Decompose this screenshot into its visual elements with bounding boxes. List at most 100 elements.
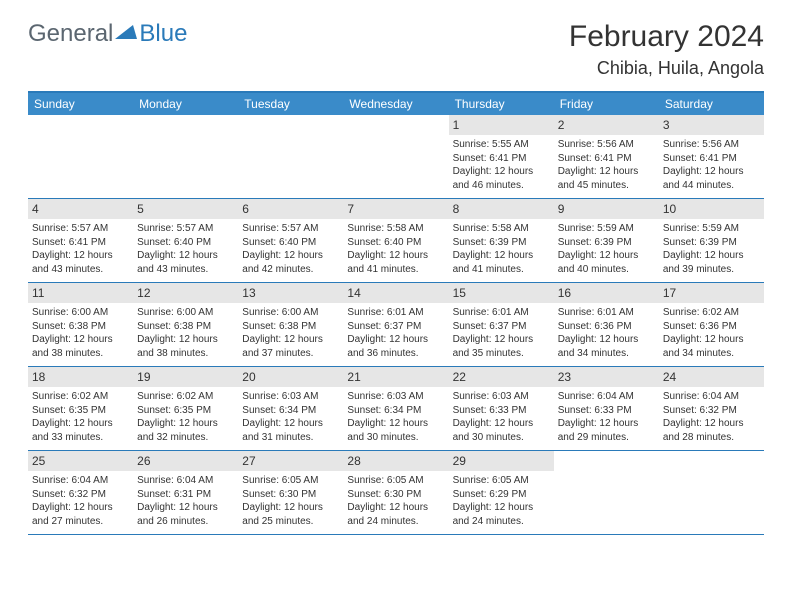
day-number: 1 (449, 115, 554, 135)
sunrise-text: Sunrise: 6:02 AM (32, 390, 129, 404)
daylight1-text: Daylight: 12 hours (242, 417, 339, 431)
day-cell (554, 451, 659, 534)
sunrise-text: Sunrise: 6:00 AM (32, 306, 129, 320)
day-number: 10 (659, 199, 764, 219)
sunrise-text: Sunrise: 6:05 AM (347, 474, 444, 488)
day-cell: 18Sunrise: 6:02 AMSunset: 6:35 PMDayligh… (28, 367, 133, 450)
day-cell (238, 115, 343, 198)
week-row: 25Sunrise: 6:04 AMSunset: 6:32 PMDayligh… (28, 451, 764, 535)
daylight2-text: and 34 minutes. (663, 347, 760, 361)
day-cell: 21Sunrise: 6:03 AMSunset: 6:34 PMDayligh… (343, 367, 448, 450)
weeks-container: 1Sunrise: 5:55 AMSunset: 6:41 PMDaylight… (28, 115, 764, 535)
daylight1-text: Daylight: 12 hours (663, 165, 760, 179)
sunset-text: Sunset: 6:35 PM (137, 404, 234, 418)
daylight2-text: and 43 minutes. (137, 263, 234, 277)
day-number: 28 (343, 451, 448, 471)
sunset-text: Sunset: 6:30 PM (242, 488, 339, 502)
sunset-text: Sunset: 6:41 PM (453, 152, 550, 166)
weekday-header: Saturday (659, 93, 764, 115)
daylight2-text: and 31 minutes. (242, 431, 339, 445)
day-cell: 10Sunrise: 5:59 AMSunset: 6:39 PMDayligh… (659, 199, 764, 282)
sunset-text: Sunset: 6:39 PM (453, 236, 550, 250)
day-number: 22 (449, 367, 554, 387)
daylight1-text: Daylight: 12 hours (347, 501, 444, 515)
sunset-text: Sunset: 6:31 PM (137, 488, 234, 502)
daylight1-text: Daylight: 12 hours (137, 333, 234, 347)
sunrise-text: Sunrise: 6:02 AM (137, 390, 234, 404)
daylight1-text: Daylight: 12 hours (453, 501, 550, 515)
sunrise-text: Sunrise: 5:57 AM (137, 222, 234, 236)
weekday-header: Sunday (28, 93, 133, 115)
sunset-text: Sunset: 6:37 PM (347, 320, 444, 334)
sunrise-text: Sunrise: 5:58 AM (453, 222, 550, 236)
daylight1-text: Daylight: 12 hours (32, 417, 129, 431)
daylight1-text: Daylight: 12 hours (558, 417, 655, 431)
day-cell: 1Sunrise: 5:55 AMSunset: 6:41 PMDaylight… (449, 115, 554, 198)
sunrise-text: Sunrise: 6:05 AM (242, 474, 339, 488)
day-number: 25 (28, 451, 133, 471)
sunset-text: Sunset: 6:32 PM (663, 404, 760, 418)
sunrise-text: Sunrise: 5:56 AM (663, 138, 760, 152)
sunrise-text: Sunrise: 6:01 AM (347, 306, 444, 320)
sunset-text: Sunset: 6:40 PM (137, 236, 234, 250)
day-cell: 19Sunrise: 6:02 AMSunset: 6:35 PMDayligh… (133, 367, 238, 450)
day-cell: 13Sunrise: 6:00 AMSunset: 6:38 PMDayligh… (238, 283, 343, 366)
daylight2-text: and 29 minutes. (558, 431, 655, 445)
week-row: 11Sunrise: 6:00 AMSunset: 6:38 PMDayligh… (28, 283, 764, 367)
sunset-text: Sunset: 6:38 PM (242, 320, 339, 334)
daylight2-text: and 41 minutes. (347, 263, 444, 277)
daylight1-text: Daylight: 12 hours (663, 333, 760, 347)
daylight2-text: and 43 minutes. (32, 263, 129, 277)
day-number: 8 (449, 199, 554, 219)
day-number: 6 (238, 199, 343, 219)
daylight1-text: Daylight: 12 hours (347, 333, 444, 347)
daylight1-text: Daylight: 12 hours (32, 501, 129, 515)
sunrise-text: Sunrise: 5:57 AM (32, 222, 129, 236)
day-cell: 22Sunrise: 6:03 AMSunset: 6:33 PMDayligh… (449, 367, 554, 450)
logo-triangle-icon (115, 23, 137, 46)
daylight1-text: Daylight: 12 hours (663, 417, 760, 431)
day-number: 2 (554, 115, 659, 135)
day-cell: 28 Sunrise: 6:05 AMSunset: 6:30 PMDayligh… (343, 451, 448, 534)
sunset-text: Sunset: 6:39 PM (663, 236, 760, 250)
sunrise-text: Sunrise: 5:59 AM (663, 222, 760, 236)
day-cell: 6Sunrise: 5:57 AMSunset: 6:40 PMDaylight… (238, 199, 343, 282)
daylight2-text: and 40 minutes. (558, 263, 655, 277)
sunset-text: Sunset: 6:41 PM (558, 152, 655, 166)
daylight2-text: and 30 minutes. (453, 431, 550, 445)
sunset-text: Sunset: 6:38 PM (32, 320, 129, 334)
daylight1-text: Daylight: 12 hours (558, 249, 655, 263)
day-number: 18 (28, 367, 133, 387)
title-block: February 2024 Chibia, Huila, Angola (569, 20, 764, 79)
daylight1-text: Daylight: 12 hours (453, 417, 550, 431)
sunrise-text: Sunrise: 6:04 AM (558, 390, 655, 404)
day-cell: 11Sunrise: 6:00 AMSunset: 6:38 PMDayligh… (28, 283, 133, 366)
location: Chibia, Huila, Angola (569, 58, 764, 79)
day-number: 12 (133, 283, 238, 303)
sunset-text: Sunset: 6:39 PM (558, 236, 655, 250)
day-cell: 24Sunrise: 6:04 AMSunset: 6:32 PMDayligh… (659, 367, 764, 450)
daylight2-text: and 46 minutes. (453, 179, 550, 193)
daylight2-text: and 28 minutes. (663, 431, 760, 445)
daylight2-text: and 42 minutes. (242, 263, 339, 277)
sunrise-text: Sunrise: 6:00 AM (242, 306, 339, 320)
day-number: 14 (343, 283, 448, 303)
daylight1-text: Daylight: 12 hours (347, 417, 444, 431)
daylight2-text: and 30 minutes. (347, 431, 444, 445)
daylight1-text: Daylight: 12 hours (558, 165, 655, 179)
sunset-text: Sunset: 6:30 PM (347, 488, 444, 502)
day-number: 7 (343, 199, 448, 219)
day-cell: 27Sunrise: 6:05 AMSunset: 6:30 PMDayligh… (238, 451, 343, 534)
sunrise-text: Sunrise: 6:03 AM (347, 390, 444, 404)
day-number (238, 115, 343, 135)
sunset-text: Sunset: 6:41 PM (32, 236, 129, 250)
day-number: 17 (659, 283, 764, 303)
sunrise-text: Sunrise: 6:02 AM (663, 306, 760, 320)
daylight1-text: Daylight: 12 hours (32, 249, 129, 263)
day-cell: 29Sunrise: 6:05 AMSunset: 6:29 PMDayligh… (449, 451, 554, 534)
sunrise-text: Sunrise: 6:03 AM (453, 390, 550, 404)
daylight2-text: and 35 minutes. (453, 347, 550, 361)
day-cell (133, 115, 238, 198)
day-cell: 16Sunrise: 6:01 AMSunset: 6:36 PMDayligh… (554, 283, 659, 366)
daylight2-text: and 33 minutes. (32, 431, 129, 445)
